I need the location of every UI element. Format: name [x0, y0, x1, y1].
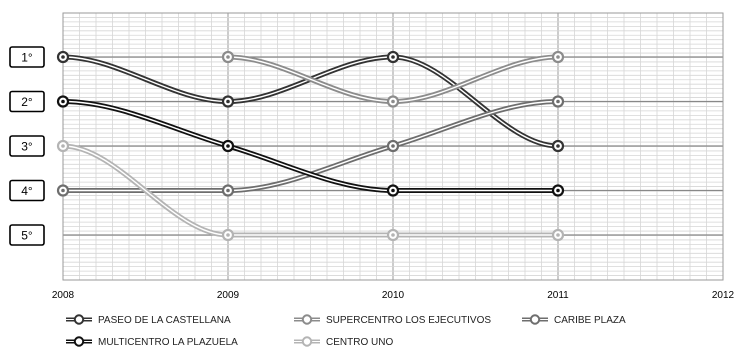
rank-label-box [9, 135, 45, 157]
data-point-core [391, 188, 395, 193]
data-point-core [226, 188, 230, 193]
series-1 [56, 50, 565, 153]
x-tick-label: 2011 [547, 290, 569, 301]
legend-swatch-marker [301, 314, 313, 325]
series-2 [221, 50, 565, 108]
rank-label-box [9, 224, 45, 246]
series-line-inner [62, 145, 558, 236]
x-tick-label: 2010 [382, 290, 405, 301]
data-point-core [61, 188, 65, 193]
data-point-core [391, 144, 395, 148]
data-point-core [391, 55, 395, 59]
data-point-core [556, 99, 560, 104]
legend-item: CENTRO UNO [294, 336, 393, 348]
data-point-core [556, 55, 560, 59]
rank-label-text: 2° [21, 95, 33, 109]
rank-label-box [9, 46, 45, 68]
legend-label: PASEO DE LA CASTELLANA [98, 315, 231, 326]
legend-swatch-marker [301, 336, 313, 347]
rank-label: 3° [9, 135, 45, 157]
data-point-core [226, 233, 230, 237]
series-3 [56, 95, 565, 197]
data-point-core [226, 144, 230, 148]
legend-label: MULTICENTRO LA PLAZUELA [98, 337, 238, 348]
data-point-core [61, 144, 65, 148]
legend-label: CENTRO UNO [326, 337, 393, 348]
data-point-core [556, 233, 560, 237]
data-point-core [556, 188, 560, 193]
x-tick-label: 2012 [712, 290, 735, 301]
x-tick-label: 2009 [217, 290, 240, 301]
series-lines [56, 50, 565, 242]
data-point-core [391, 233, 395, 237]
rank-labels: 1° 2° 3° 4° 5° [9, 46, 45, 246]
series-4 [56, 95, 565, 197]
legend-item: MULTICENTRO LA PLAZUELA [66, 336, 238, 348]
legend-swatch-marker [529, 314, 541, 325]
data-point-core [391, 99, 395, 104]
rank-label-text: 1° [21, 51, 33, 65]
rank-label-text: 4° [21, 184, 33, 198]
rank-label: 1° [9, 46, 45, 68]
data-point-core [226, 99, 230, 104]
data-point-core [61, 99, 65, 104]
data-point-core [226, 55, 230, 59]
series-line-inner [62, 100, 558, 192]
legend-swatch-marker [73, 336, 85, 347]
legend-label: SUPERCENTRO LOS EJECUTIVOS [326, 315, 491, 326]
rank-label: 2° [9, 90, 45, 113]
rank-label-text: 3° [21, 140, 33, 154]
data-point-core [61, 55, 65, 59]
series-5 [56, 139, 565, 242]
series-line-inner [62, 56, 559, 147]
x-tick-label: 2008 [52, 290, 75, 301]
rank-label-box [9, 90, 45, 113]
legend-item: CARIBE PLAZA [522, 314, 626, 326]
rank-label: 4° [9, 179, 45, 202]
data-point-core [556, 144, 560, 148]
rank-label-box [9, 179, 45, 202]
legend-swatch-marker [73, 314, 85, 325]
rank-label-text: 5° [21, 229, 33, 243]
rank-label: 5° [9, 224, 45, 246]
x-axis-ticks: 2008 2009 2010 2011 2012 [52, 290, 735, 301]
legend-item: SUPERCENTRO LOS EJECUTIVOS [294, 314, 491, 326]
legend-item: PASEO DE LA CASTELLANA [66, 314, 231, 326]
legend-label: CARIBE PLAZA [554, 315, 626, 326]
legend: PASEO DE LA CASTELLANA SUPERCENTRO LOS EJ… [66, 314, 626, 348]
series-line-inner [63, 100, 559, 192]
